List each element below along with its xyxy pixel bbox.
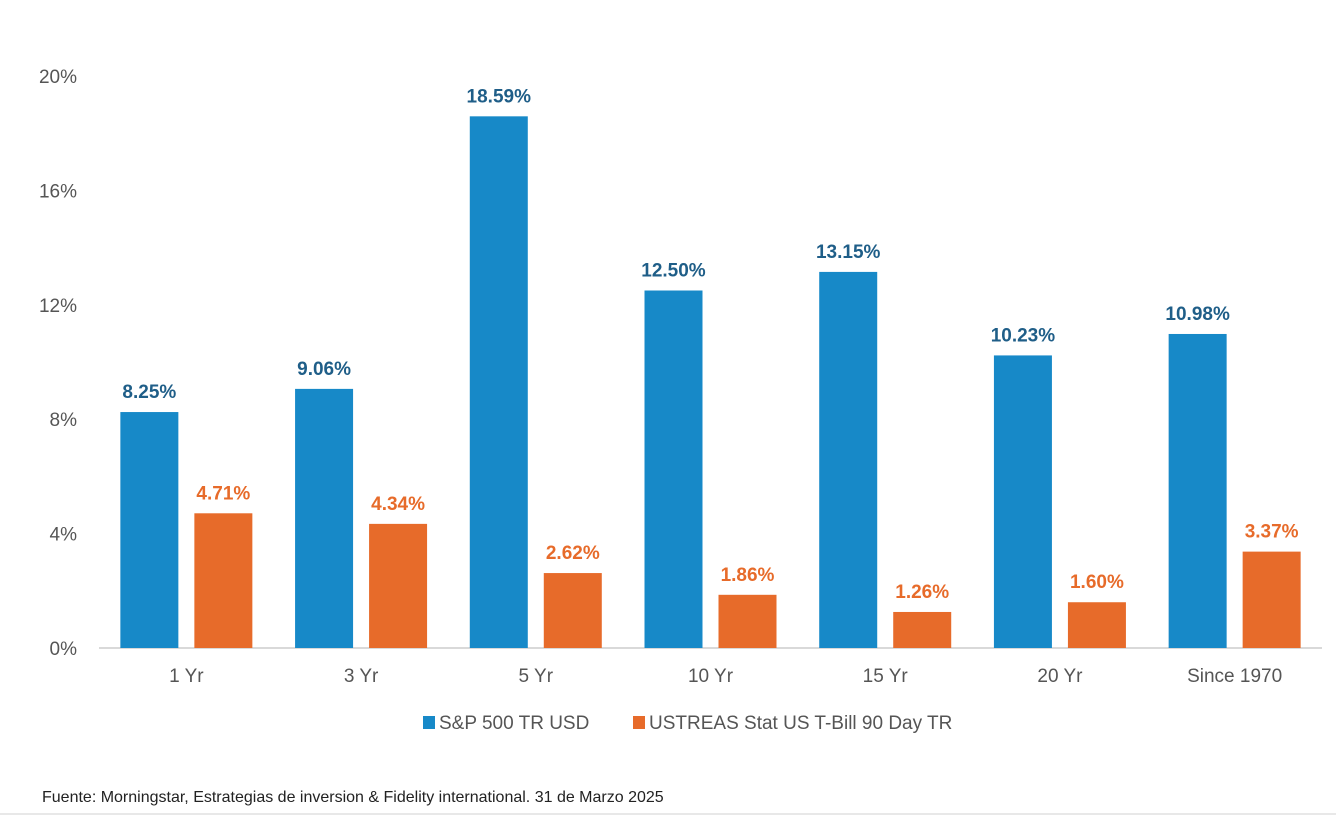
bar-tbill: [718, 594, 777, 648]
bar-tbill: [543, 573, 602, 648]
y-tick-label: 20%: [39, 67, 77, 88]
data-label: 1.26%: [895, 582, 949, 603]
x-tick-label: Since 1970: [1187, 666, 1282, 687]
source-note: Fuente: Morningstar, Estrategias de inve…: [42, 789, 664, 806]
bar-sp500: [120, 412, 179, 648]
data-label: 2.62%: [546, 543, 600, 564]
y-tick-label: 12%: [39, 296, 77, 317]
bar-tbill: [1242, 551, 1301, 648]
data-label: 10.23%: [991, 325, 1056, 346]
x-tick-label: 15 Yr: [863, 666, 909, 687]
x-tick-label: 10 Yr: [688, 666, 734, 687]
data-label: 1.86%: [721, 565, 775, 586]
legend-swatch: [423, 716, 435, 729]
bar-sp500: [1168, 333, 1227, 648]
y-tick-label: 0%: [50, 639, 78, 660]
data-label: 12.50%: [641, 261, 706, 282]
x-tick-label: 20 Yr: [1037, 666, 1083, 687]
y-tick-label: 8%: [50, 410, 78, 431]
bar-sp500: [469, 116, 528, 649]
bar-tbill: [1067, 602, 1126, 648]
bar-sp500: [295, 388, 354, 648]
data-label: 4.34%: [371, 494, 425, 515]
data-label: 3.37%: [1245, 522, 1299, 543]
data-label: 18.59%: [467, 86, 532, 107]
data-label: 1.60%: [1070, 572, 1124, 593]
y-tick-label: 16%: [39, 181, 77, 202]
y-tick-label: 4%: [50, 525, 78, 546]
bottom-divider: [0, 813, 1336, 815]
bar-tbill: [194, 513, 253, 648]
data-label: 4.71%: [196, 483, 250, 504]
legend-swatch: [633, 716, 645, 729]
bar-sp500: [819, 271, 878, 648]
data-label: 9.06%: [297, 359, 351, 380]
data-label: 10.98%: [1165, 304, 1230, 325]
bar-tbill: [369, 523, 428, 648]
x-tick-label: 1 Yr: [169, 666, 204, 687]
bar-tbill: [893, 611, 952, 648]
x-tick-label: 5 Yr: [519, 666, 554, 687]
bar-sp500: [644, 290, 703, 648]
legend-label: USTREAS Stat US T-Bill 90 Day TR: [649, 713, 952, 734]
bar-sp500: [993, 355, 1052, 648]
data-label: 13.15%: [816, 242, 881, 263]
x-tick-label: 3 Yr: [344, 666, 379, 687]
legend-label: S&P 500 TR USD: [439, 713, 589, 734]
data-label: 8.25%: [122, 382, 176, 403]
